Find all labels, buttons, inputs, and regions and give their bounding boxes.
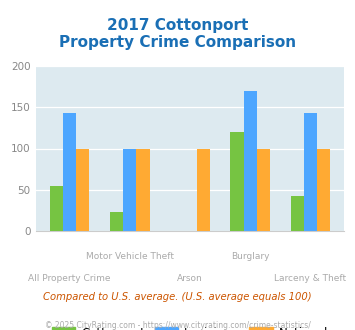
- Bar: [244, 91, 257, 231]
- Text: Motor Vehicle Theft: Motor Vehicle Theft: [86, 252, 174, 261]
- Text: 2017 Cottonport: 2017 Cottonport: [107, 18, 248, 33]
- Bar: [76, 148, 89, 231]
- Bar: [290, 196, 304, 231]
- Text: Property Crime Comparison: Property Crime Comparison: [59, 35, 296, 50]
- Text: Larceny & Theft: Larceny & Theft: [274, 274, 346, 283]
- Bar: [136, 148, 149, 231]
- Text: Compared to U.S. average. (U.S. average equals 100): Compared to U.S. average. (U.S. average …: [43, 292, 312, 302]
- Bar: [230, 132, 244, 231]
- Text: Arson: Arson: [177, 274, 203, 283]
- Bar: [197, 148, 210, 231]
- Text: © 2025 CityRating.com - https://www.cityrating.com/crime-statistics/: © 2025 CityRating.com - https://www.city…: [45, 321, 310, 330]
- Bar: [317, 148, 330, 231]
- Bar: [257, 148, 270, 231]
- Text: Burglary: Burglary: [231, 252, 269, 261]
- Bar: [50, 186, 63, 231]
- Bar: [110, 212, 123, 231]
- Legend: Cottonport, Louisiana, National: Cottonport, Louisiana, National: [47, 323, 333, 330]
- Bar: [63, 113, 76, 231]
- Bar: [123, 148, 136, 231]
- Bar: [304, 113, 317, 231]
- Text: All Property Crime: All Property Crime: [28, 274, 111, 283]
